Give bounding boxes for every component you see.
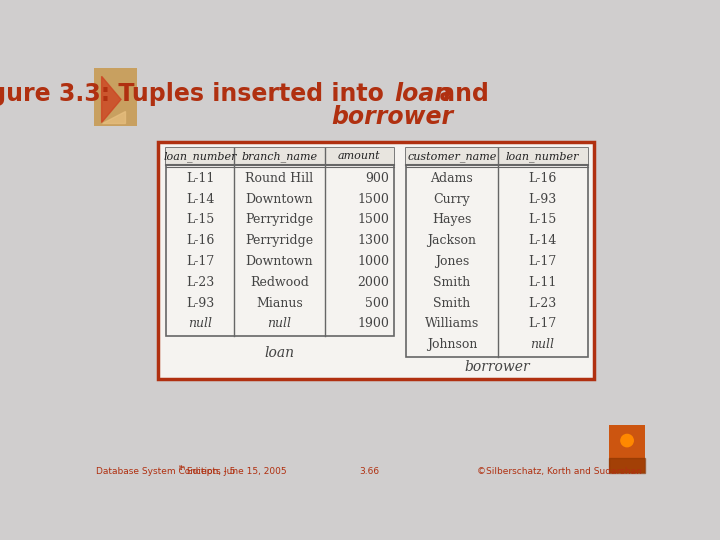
Text: loan: loan <box>395 82 452 106</box>
Text: L-14: L-14 <box>186 193 215 206</box>
Text: L-23: L-23 <box>528 296 557 309</box>
Text: L-11: L-11 <box>186 172 215 185</box>
Text: null: null <box>188 318 212 330</box>
Polygon shape <box>609 457 645 473</box>
Text: Hayes: Hayes <box>432 213 472 226</box>
Text: Perryridge: Perryridge <box>246 234 313 247</box>
Polygon shape <box>102 111 125 123</box>
Text: ©Silberschatz, Korth and Sudarshan: ©Silberschatz, Korth and Sudarshan <box>477 467 642 476</box>
Text: Figure 3.3: Tuples inserted into: Figure 3.3: Tuples inserted into <box>0 82 392 106</box>
Text: Perryridge: Perryridge <box>246 213 313 226</box>
Text: Mianus: Mianus <box>256 296 303 309</box>
Text: null: null <box>268 318 292 330</box>
Text: amount: amount <box>338 151 381 161</box>
Text: Smith: Smith <box>433 296 471 309</box>
Circle shape <box>621 434 634 447</box>
Text: null: null <box>531 338 554 351</box>
Text: L-17: L-17 <box>528 318 557 330</box>
Text: L-93: L-93 <box>528 193 557 206</box>
Bar <box>406 148 588 165</box>
Bar <box>158 142 594 379</box>
Text: loan: loan <box>265 346 295 360</box>
Bar <box>166 148 394 336</box>
Text: Smith: Smith <box>433 276 471 289</box>
Polygon shape <box>102 76 121 123</box>
Bar <box>609 425 645 473</box>
Text: Curry: Curry <box>433 193 470 206</box>
Bar <box>166 148 394 165</box>
Bar <box>94 68 137 126</box>
Text: 3.66: 3.66 <box>359 467 379 476</box>
Text: L-93: L-93 <box>186 296 214 309</box>
Text: L-15: L-15 <box>186 213 214 226</box>
Text: loan_number: loan_number <box>506 151 580 162</box>
Bar <box>406 148 588 356</box>
Text: customer_name: customer_name <box>408 151 497 162</box>
Text: L-11: L-11 <box>528 276 557 289</box>
Text: Downtown: Downtown <box>246 255 313 268</box>
Text: Downtown: Downtown <box>246 193 313 206</box>
Text: L-16: L-16 <box>186 234 215 247</box>
Text: and: and <box>431 82 489 106</box>
Text: loan_number: loan_number <box>163 151 237 162</box>
Text: Redwood: Redwood <box>250 276 309 289</box>
Text: Williams: Williams <box>425 318 479 330</box>
Text: th: th <box>179 465 186 471</box>
Text: 2000: 2000 <box>357 276 389 289</box>
Text: L-23: L-23 <box>186 276 214 289</box>
Text: branch_name: branch_name <box>241 151 318 162</box>
Text: 1000: 1000 <box>357 255 389 268</box>
Text: L-15: L-15 <box>528 213 557 226</box>
Text: 1500: 1500 <box>357 193 389 206</box>
Text: 500: 500 <box>365 296 389 309</box>
Text: Edition, June 15, 2005: Edition, June 15, 2005 <box>184 467 287 476</box>
Text: Adams: Adams <box>431 172 473 185</box>
Text: L-17: L-17 <box>528 255 557 268</box>
Text: Johnson: Johnson <box>427 338 477 351</box>
Text: 1900: 1900 <box>357 318 389 330</box>
Text: 900: 900 <box>365 172 389 185</box>
Text: L-14: L-14 <box>528 234 557 247</box>
Text: 1500: 1500 <box>357 213 389 226</box>
Text: Round Hill: Round Hill <box>246 172 313 185</box>
Text: Database System Concepts - 5: Database System Concepts - 5 <box>96 467 235 476</box>
Text: 1300: 1300 <box>357 234 389 247</box>
Text: borrower: borrower <box>464 360 530 374</box>
Text: L-16: L-16 <box>528 172 557 185</box>
Text: borrower: borrower <box>331 105 454 129</box>
Text: L-17: L-17 <box>186 255 214 268</box>
Text: Jackson: Jackson <box>428 234 477 247</box>
Text: Jones: Jones <box>435 255 469 268</box>
